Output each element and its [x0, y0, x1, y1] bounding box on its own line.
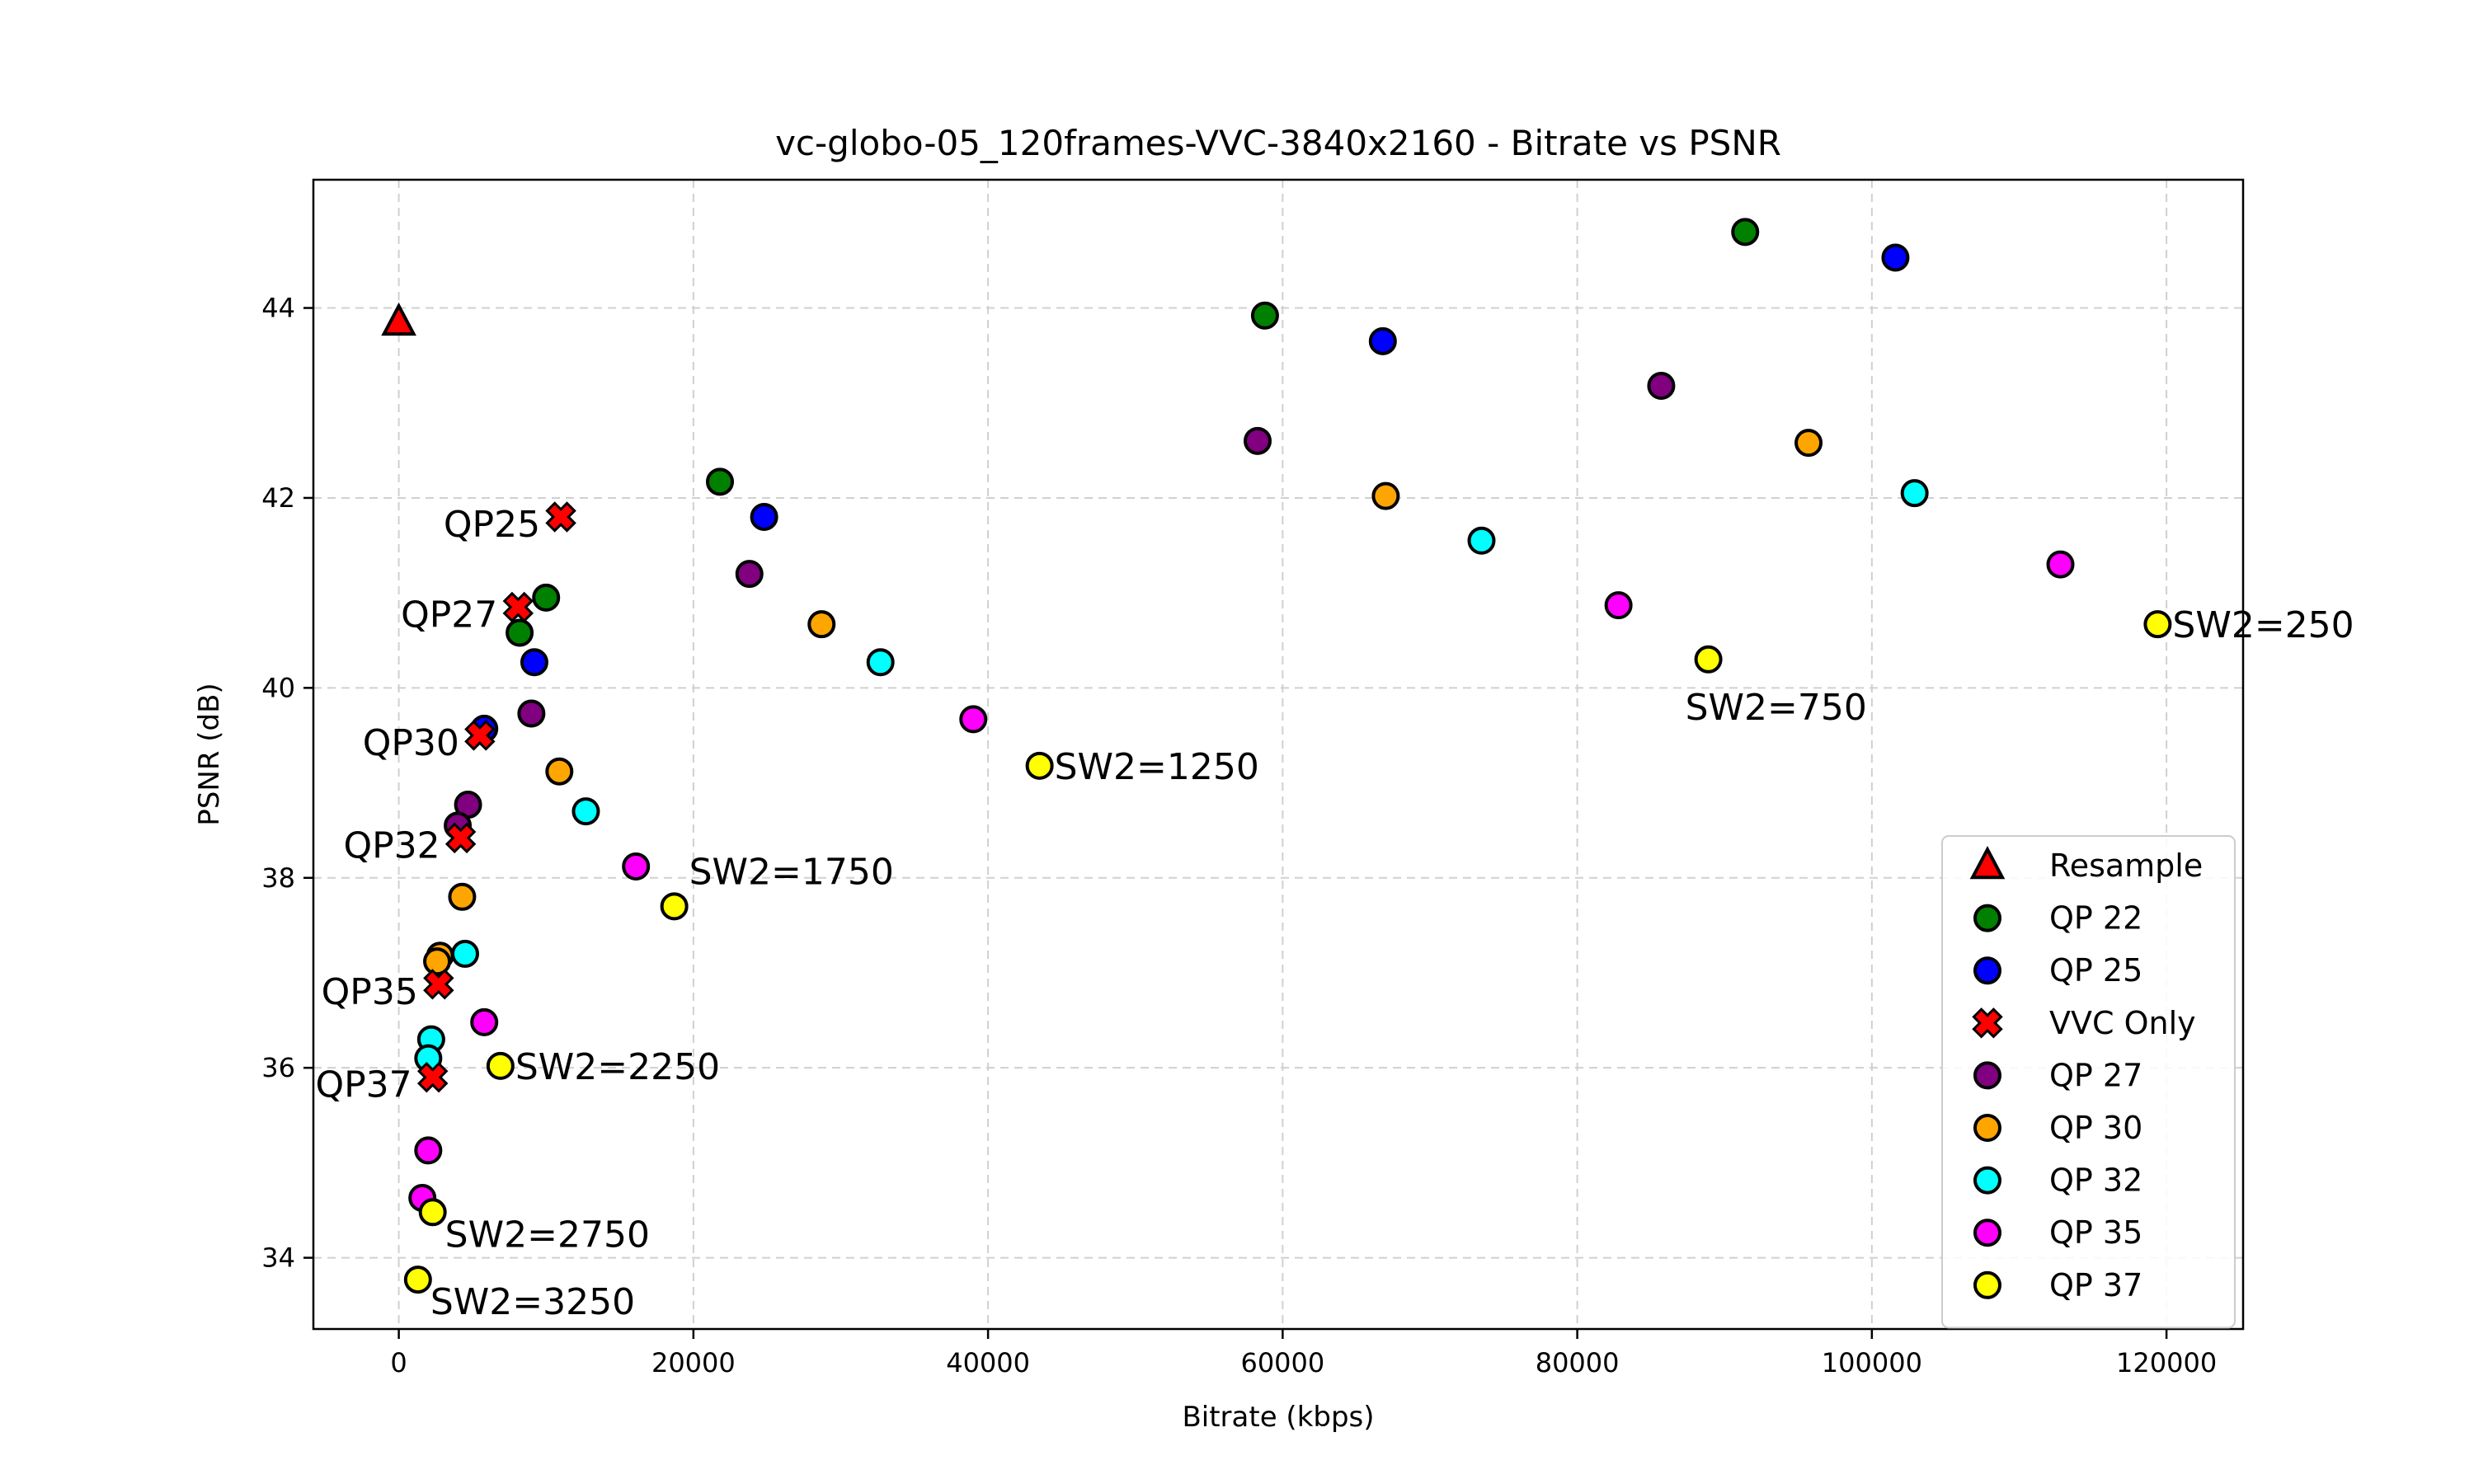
y-tick-label: 44 [261, 293, 295, 324]
y-tick-label: 38 [261, 862, 295, 894]
legend-marker-qp-25 [1973, 956, 2001, 985]
point-qp-37 [660, 892, 689, 921]
annotation-label: QP35 [322, 971, 418, 1013]
x-axis-label: Bitrate (kbps) [1182, 1401, 1374, 1434]
point-qp-27 [735, 560, 764, 589]
annotation-label: QP37 [316, 1064, 412, 1106]
x-axis-ticks: 0 20000 40000 60000 80000 100000 120000 [390, 1329, 2217, 1378]
point-vvc-only [545, 501, 576, 533]
point-vvc-only [464, 720, 496, 751]
legend-label: VVC Only [2049, 1005, 2196, 1041]
y-axis-ticks: 34 36 38 40 42 44 [261, 293, 313, 1274]
annotation-label: SW2=2750 [445, 1214, 650, 1256]
annotation-label: QP25 [444, 504, 540, 546]
annotation-label: SW2=2250 [515, 1046, 720, 1088]
point-qp-37 [403, 1266, 432, 1294]
annotation-label: QP27 [401, 594, 497, 636]
legend-marker-vvc-only [1972, 1007, 2003, 1039]
point-qp-32 [866, 648, 895, 677]
point-qp-37 [2143, 610, 2172, 639]
legend-label: QP 37 [2049, 1267, 2142, 1303]
legend-label: QP 27 [2049, 1057, 2142, 1093]
annotation-label: SW2=1750 [689, 851, 894, 893]
annotation-label: QP32 [343, 824, 440, 866]
point-qp-27 [1647, 371, 1676, 400]
point-qp-25 [1368, 326, 1397, 355]
annotation-label: QP30 [363, 722, 459, 764]
legend-label: QP 35 [2049, 1214, 2142, 1251]
legend-marker-resample [1969, 846, 2006, 880]
legend-marker-qp-22 [1973, 904, 2001, 932]
legend-label: QP 32 [2049, 1162, 2142, 1199]
point-qp-32 [450, 939, 479, 968]
point-vvc-only [502, 591, 534, 623]
x-tick-label: 60000 [1240, 1347, 1324, 1378]
point-qp-22 [1250, 301, 1279, 330]
point-resample [381, 302, 416, 336]
legend-box [1941, 835, 2236, 1329]
annotation-label: SW2=750 [1686, 687, 1867, 729]
plot-frame [312, 178, 2245, 1331]
y-tick-label: 34 [261, 1242, 295, 1274]
point-qp-30 [1794, 429, 1823, 458]
x-tick-label: 0 [390, 1347, 407, 1378]
legend-marker-qp-27 [1973, 1061, 2001, 1090]
legend-label: QP 22 [2049, 900, 2142, 937]
data-points [381, 218, 2172, 1294]
y-tick-label: 42 [261, 482, 295, 514]
point-qp-22 [706, 467, 735, 496]
point-qp-22 [506, 618, 534, 647]
annotation-label: SW2=3250 [430, 1281, 635, 1323]
point-qp-27 [1243, 426, 1272, 455]
point-qp-37 [1694, 645, 1723, 674]
point-qp-35 [622, 852, 651, 881]
x-tick-label: 80000 [1536, 1347, 1620, 1378]
chart-title: vc-globo-05_120frames-VVC-3840x2160 - Bi… [775, 123, 1781, 163]
point-qp-30 [545, 757, 574, 786]
point-qp-35 [414, 1136, 443, 1165]
point-qp-25 [520, 648, 548, 677]
point-qp-37 [486, 1051, 515, 1080]
point-qp-37 [1025, 751, 1054, 780]
point-qp-35 [959, 705, 988, 734]
point-qp-27 [517, 699, 546, 728]
y-tick-label: 36 [261, 1052, 295, 1083]
point-qp-22 [1731, 218, 1760, 247]
legend: Resample QP 22 QP 25 VVC Only QP 27 QP 30 QP 3… [1941, 835, 2236, 1329]
x-tick-label: 20000 [651, 1347, 736, 1378]
annotations: QP25 QP27 QP30 QP32 QP35 QP37 SW2=250 SW2=750 SW… [316, 504, 2354, 1323]
point-qp-32 [571, 797, 600, 826]
legend-marker-qp-37 [1973, 1270, 2001, 1299]
point-qp-37 [418, 1198, 447, 1227]
point-qp-30 [448, 882, 477, 911]
legend-marker-qp-30 [1973, 1114, 2001, 1142]
point-qp-35 [470, 1007, 499, 1036]
point-qp-30 [807, 610, 836, 639]
legend-marker-qp-35 [1973, 1219, 2001, 1247]
point-qp-22 [532, 583, 561, 612]
point-vvc-only [416, 1061, 449, 1093]
y-axis-label: PSNR (dB) [193, 683, 226, 825]
legend-label: QP 25 [2049, 952, 2142, 989]
y-tick-label: 40 [261, 672, 295, 703]
point-qp-25 [750, 502, 778, 531]
point-vvc-only [444, 822, 477, 854]
point-qp-32 [1900, 479, 1929, 508]
point-qp-32 [1467, 526, 1496, 555]
x-tick-label: 120000 [2116, 1347, 2217, 1378]
point-qp-35 [1604, 591, 1633, 620]
legend-label: QP 30 [2049, 1110, 2142, 1146]
point-qp-35 [2046, 550, 2075, 579]
point-vvc-only [423, 969, 454, 1000]
point-qp-25 [1881, 243, 1910, 272]
legend-label: Resample [2049, 848, 2203, 884]
x-tick-label: 100000 [1822, 1347, 1922, 1378]
x-tick-label: 40000 [946, 1347, 1030, 1378]
annotation-label: SW2=250 [2172, 604, 2354, 646]
legend-marker-qp-32 [1973, 1166, 2001, 1195]
point-qp-30 [1371, 481, 1400, 510]
annotation-label: SW2=1250 [1055, 746, 1259, 788]
